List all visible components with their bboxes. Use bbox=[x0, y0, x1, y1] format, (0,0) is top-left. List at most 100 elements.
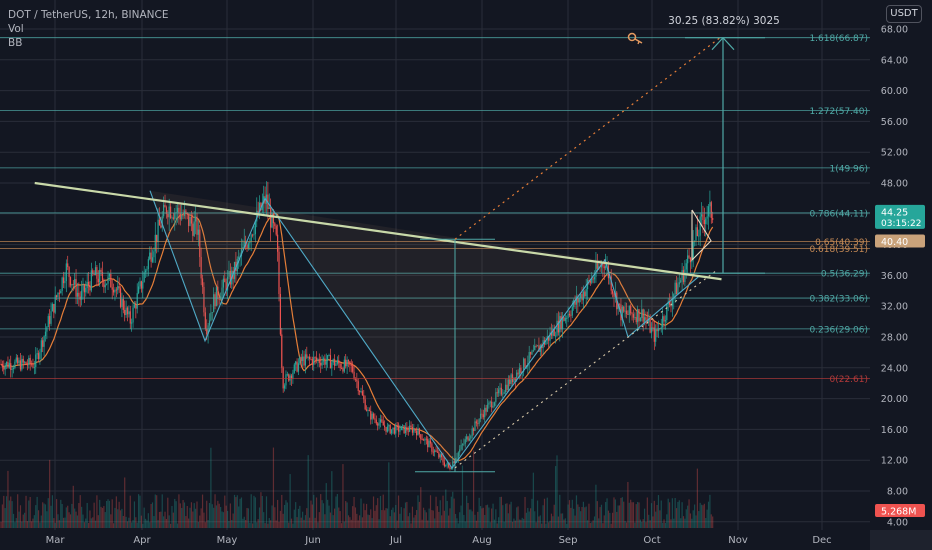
volume-bar bbox=[119, 510, 122, 528]
volume-bar bbox=[513, 518, 515, 528]
volume-bar bbox=[125, 516, 127, 528]
volume-bar bbox=[510, 501, 512, 528]
symbol-title[interactable]: DOT / TetherUS, 12h, BINANCE bbox=[8, 9, 169, 21]
candle-body bbox=[210, 312, 212, 321]
candle-body bbox=[682, 270, 685, 283]
time-tick-label: Mar bbox=[46, 535, 66, 546]
volume-bar bbox=[7, 470, 9, 528]
time-tick-label: Oct bbox=[643, 535, 660, 546]
volume-bar bbox=[479, 506, 482, 528]
candle-body bbox=[634, 317, 636, 318]
volume-bar bbox=[449, 508, 451, 528]
candle-body bbox=[217, 286, 219, 299]
candle-body bbox=[396, 424, 398, 426]
volume-bar bbox=[678, 500, 680, 528]
candle-body bbox=[468, 438, 471, 441]
volume-bar bbox=[336, 494, 338, 528]
candle-body bbox=[428, 440, 430, 448]
volume-bar bbox=[541, 523, 543, 528]
candle-body bbox=[151, 257, 154, 262]
volume-bar bbox=[698, 511, 700, 528]
candle-body bbox=[64, 280, 66, 284]
candle-body bbox=[72, 284, 74, 286]
candle-body bbox=[74, 279, 76, 285]
volume-bar bbox=[263, 512, 265, 528]
fib-level-label: 1.272(57.40) bbox=[809, 107, 868, 117]
candle-body bbox=[706, 216, 708, 219]
candle-body bbox=[580, 294, 582, 299]
candle-body bbox=[352, 365, 354, 372]
candle-body bbox=[575, 296, 578, 305]
volume-bar bbox=[646, 497, 648, 528]
currency-button[interactable]: USDT bbox=[886, 5, 922, 23]
volume-bar bbox=[409, 512, 411, 528]
volume-bar bbox=[201, 494, 204, 528]
volume-bar bbox=[454, 513, 457, 528]
candle-body bbox=[128, 311, 130, 315]
candle-body bbox=[265, 194, 268, 204]
volume-bar bbox=[399, 513, 401, 528]
candle-body bbox=[598, 266, 600, 269]
candle-body bbox=[65, 263, 67, 281]
candle-body bbox=[285, 374, 287, 386]
candle-body bbox=[175, 212, 177, 213]
candle-body bbox=[153, 251, 155, 258]
volume-bar bbox=[213, 507, 215, 528]
candle-body bbox=[324, 358, 326, 365]
candle-body bbox=[99, 269, 101, 283]
volume-bar bbox=[94, 520, 97, 528]
volume-bar bbox=[167, 497, 169, 528]
candle-body bbox=[57, 292, 59, 297]
candle-body bbox=[442, 457, 444, 463]
volume-bar bbox=[153, 516, 155, 528]
candle-body bbox=[645, 317, 647, 320]
volume-bar bbox=[315, 497, 318, 528]
volume-bar bbox=[709, 494, 711, 528]
candle-body bbox=[420, 434, 422, 440]
candle-body bbox=[681, 270, 683, 281]
volume-bar bbox=[607, 510, 610, 528]
volume-bar bbox=[289, 474, 291, 528]
candle-body bbox=[484, 407, 486, 418]
volume-bar bbox=[185, 516, 187, 528]
time-tick-label: Apr bbox=[133, 535, 151, 546]
candle-body bbox=[206, 328, 208, 335]
candle-body bbox=[694, 240, 696, 242]
candle-body bbox=[657, 328, 660, 332]
candle-body bbox=[7, 361, 9, 368]
candle-body bbox=[258, 202, 261, 216]
volume-bar bbox=[561, 513, 564, 528]
candle-body bbox=[416, 430, 418, 436]
candle-body bbox=[386, 426, 389, 432]
bollinger-bands-label[interactable]: BB bbox=[8, 37, 23, 49]
candle-body bbox=[459, 449, 461, 453]
candle-body bbox=[338, 360, 340, 364]
candle-body bbox=[397, 425, 400, 432]
candle-body bbox=[449, 466, 451, 469]
candle-body bbox=[133, 305, 136, 308]
volume-bar bbox=[321, 500, 323, 528]
volume-bar bbox=[24, 512, 26, 528]
candle-body bbox=[313, 357, 315, 365]
volume-bar bbox=[603, 515, 605, 528]
volume-bar bbox=[630, 499, 632, 528]
volume-bar bbox=[79, 495, 81, 528]
volume-bar bbox=[65, 507, 67, 528]
volume-bar bbox=[178, 494, 180, 528]
candle-body bbox=[493, 402, 496, 406]
volume-bar bbox=[64, 517, 66, 528]
volume-bar bbox=[552, 516, 554, 528]
candle-body bbox=[283, 385, 286, 389]
volume-bar bbox=[372, 496, 375, 528]
volume-bar bbox=[163, 516, 165, 528]
volume-bar bbox=[236, 495, 238, 528]
volume-indicator-label[interactable]: Vol bbox=[8, 23, 24, 35]
volume-bar bbox=[349, 517, 351, 528]
volume-bar bbox=[691, 518, 693, 528]
volume-bar bbox=[467, 503, 469, 528]
volume-bar bbox=[535, 522, 537, 528]
volume-bar bbox=[17, 494, 19, 528]
candle-body bbox=[174, 212, 176, 219]
volume-bar bbox=[232, 513, 234, 528]
